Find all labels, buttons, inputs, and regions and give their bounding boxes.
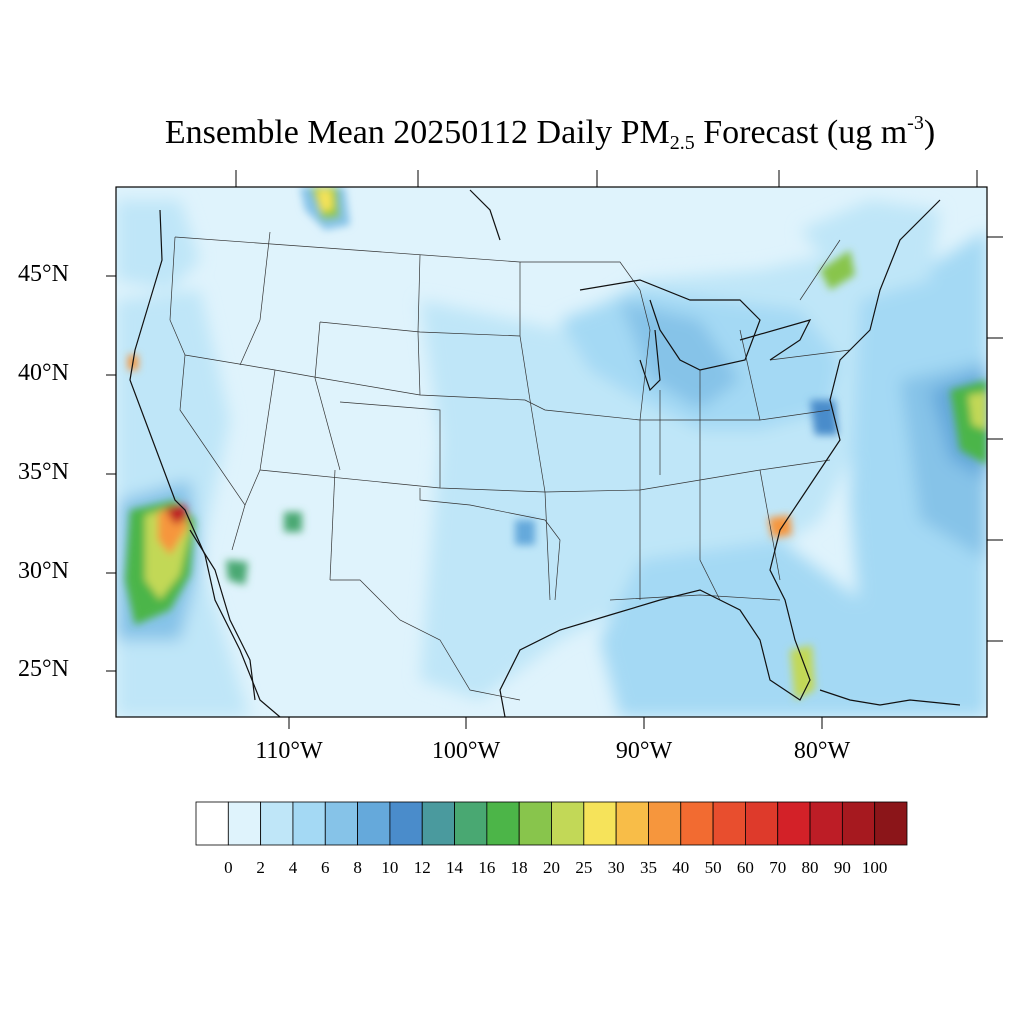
colorbar-swatch xyxy=(421,801,455,846)
colorbar-swatch xyxy=(745,801,779,846)
colorbar-tick-label: 70 xyxy=(769,858,787,877)
colorbar-tick-label: 0 xyxy=(224,858,233,877)
colorbar-tick-label: 40 xyxy=(672,858,690,877)
colorbar-swatch xyxy=(648,801,682,846)
colorbar-tick-label: 8 xyxy=(353,858,362,877)
colorbar xyxy=(195,801,908,846)
lat-label-45n: 45°N xyxy=(18,261,69,287)
colorbar-swatch xyxy=(874,801,908,846)
colorbar-swatch xyxy=(357,801,391,846)
colorbar-swatch xyxy=(680,801,714,846)
colorbar-swatch xyxy=(486,801,520,846)
colorbar-tick-label: 35 xyxy=(639,858,657,877)
colorbar-tick-label: 90 xyxy=(833,858,851,877)
lat-label-40n: 40°N xyxy=(18,360,69,386)
lat-label-25n: 25°N xyxy=(18,656,69,682)
colorbar-swatch xyxy=(777,801,811,846)
coastlines xyxy=(129,189,961,717)
colorbar-tick-label: 80 xyxy=(801,858,819,877)
lat-label-35n: 35°N xyxy=(18,459,69,485)
colorbar-tick-label: 20 xyxy=(543,858,560,877)
lon-label-80w: 80°W xyxy=(793,738,851,764)
lon-label-110w: 110°W xyxy=(255,738,323,764)
colorbar-tick-label: 2 xyxy=(256,858,265,877)
colorbar-swatch xyxy=(454,801,488,846)
colorbar-swatch xyxy=(551,801,585,846)
colorbar-swatch xyxy=(809,801,843,846)
colorbar-swatch xyxy=(518,801,552,846)
colorbar-swatch xyxy=(195,801,229,846)
colorbar-swatch xyxy=(712,801,746,846)
concentration-field xyxy=(116,187,987,717)
colorbar-tick-label: 10 xyxy=(381,858,399,877)
colorbar-tick-label: 16 xyxy=(478,858,496,877)
state-boundaries xyxy=(169,231,851,701)
colorbar-tick-label: 100 xyxy=(861,858,888,877)
colorbar-tick-label: 18 xyxy=(510,858,528,877)
lon-label-90w: 90°W xyxy=(615,738,673,764)
lon-label-100w: 100°W xyxy=(431,738,501,764)
map-frame xyxy=(115,186,988,718)
colorbar-swatch xyxy=(583,801,617,846)
colorbar-tick-label: 4 xyxy=(288,858,298,877)
colorbar-tick-label: 25 xyxy=(575,858,593,877)
colorbar-swatch xyxy=(227,801,262,846)
colorbar-tick-label: 14 xyxy=(446,858,464,877)
colorbar-swatch xyxy=(389,801,423,846)
colorbar-tick-label: 30 xyxy=(607,858,625,877)
colorbar-swatch xyxy=(615,801,649,846)
lat-label-30n: 30°N xyxy=(18,558,69,584)
colorbar-tick-label: 12 xyxy=(413,858,431,877)
map-title: Ensemble Mean 20250112 Daily PM2.5 Forec… xyxy=(164,112,936,154)
colorbar-swatch xyxy=(260,801,294,846)
axis-ticks xyxy=(106,170,1003,729)
colorbar-tick-label: 50 xyxy=(704,858,722,877)
colorbar-swatch xyxy=(841,801,876,846)
colorbar-swatch xyxy=(292,801,326,846)
colorbar-swatch xyxy=(324,801,358,846)
colorbar-tick-label: 6 xyxy=(321,858,330,877)
colorbar-tick-label: 60 xyxy=(736,858,754,877)
